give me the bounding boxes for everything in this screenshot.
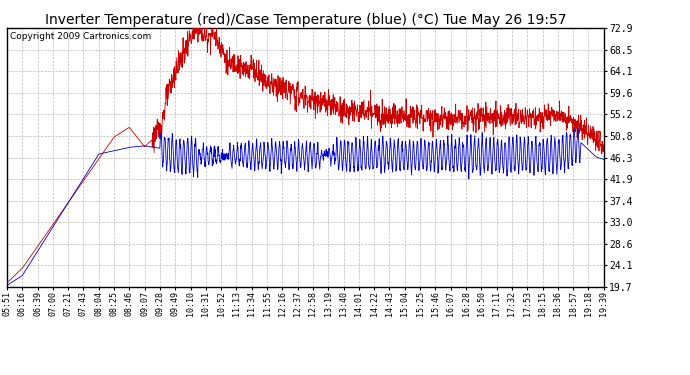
Text: Copyright 2009 Cartronics.com: Copyright 2009 Cartronics.com [10,32,151,41]
Title: Inverter Temperature (red)/Case Temperature (blue) (°C) Tue May 26 19:57: Inverter Temperature (red)/Case Temperat… [45,13,566,27]
